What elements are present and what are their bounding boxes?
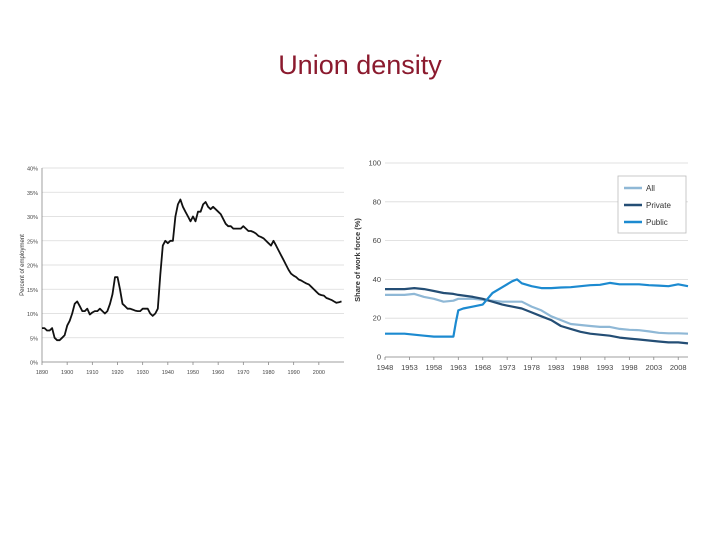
x-tick-label: 1920 — [111, 370, 123, 376]
y-tick-label: 60 — [373, 236, 381, 245]
x-tick-label: 1890 — [36, 370, 48, 376]
x-tick-label: 1988 — [572, 363, 589, 372]
x-tick-label: 1948 — [377, 363, 394, 372]
x-tick-label: 1940 — [162, 370, 174, 376]
slide-title: Union density — [278, 50, 442, 80]
x-tick-label: 1970 — [237, 370, 249, 376]
x-tick-label: 1990 — [288, 370, 300, 376]
y-tick-label: 0 — [377, 353, 381, 362]
x-tick-label: 1960 — [212, 370, 224, 376]
y-tick-label: 20% — [27, 264, 38, 270]
y-tick-label: 30% — [27, 215, 38, 221]
legend-label: Public — [646, 218, 668, 227]
x-tick-label: 1983 — [548, 363, 565, 372]
x-tick-label: 2003 — [645, 363, 662, 372]
y-tick-label: 20 — [373, 314, 381, 323]
x-tick-label: 1973 — [499, 363, 516, 372]
y-tick-label: 35% — [27, 191, 38, 197]
series-line-all — [385, 292, 689, 335]
y-tick-label: 10% — [27, 312, 38, 318]
x-tick-label: 2000 — [313, 370, 325, 376]
legend-label: Private — [646, 201, 671, 210]
y-axis-label: Share of work force (%) — [353, 218, 362, 302]
x-tick-label: 1968 — [474, 363, 491, 372]
y-tick-label: 15% — [27, 288, 38, 294]
x-tick-label: 1930 — [137, 370, 149, 376]
x-tick-label: 1900 — [61, 370, 73, 376]
y-tick-label: 25% — [27, 239, 38, 245]
x-tick-label: 1950 — [187, 370, 199, 376]
legend-label: All — [646, 184, 655, 193]
x-tick-label: 1910 — [86, 370, 98, 376]
x-tick-label: 1980 — [262, 370, 274, 376]
y-tick-label: 100 — [368, 159, 381, 168]
chart-share-of-work-force: 0 20 40 60 80 100 1948 1953 1958 1963 1968 1973 1978… — [353, 159, 689, 372]
y-axis-label: Percent of employment — [20, 234, 26, 296]
series-line-private — [385, 287, 689, 345]
y-tick-label: 80 — [373, 197, 381, 206]
chart-union-density-historical: 0% 5% 10% 15% 20% 25% 30% 35% 40% 1890 1900 1910 192… — [20, 167, 344, 376]
x-tick-label: 1978 — [523, 363, 540, 372]
x-tick-label: 1958 — [426, 363, 443, 372]
x-tick-label: 1993 — [597, 363, 614, 372]
x-tick-label: 2008 — [670, 363, 687, 372]
y-tick-label: 0% — [30, 361, 38, 367]
y-tick-label: 40% — [27, 167, 38, 173]
x-tick-label: 1963 — [450, 363, 467, 372]
series-line — [42, 198, 342, 342]
series-line-public — [385, 278, 689, 338]
y-tick-label: 5% — [30, 336, 38, 342]
x-tick-label: 1953 — [401, 363, 418, 372]
x-tick-label: 1998 — [621, 363, 638, 372]
y-tick-label: 40 — [373, 275, 381, 284]
